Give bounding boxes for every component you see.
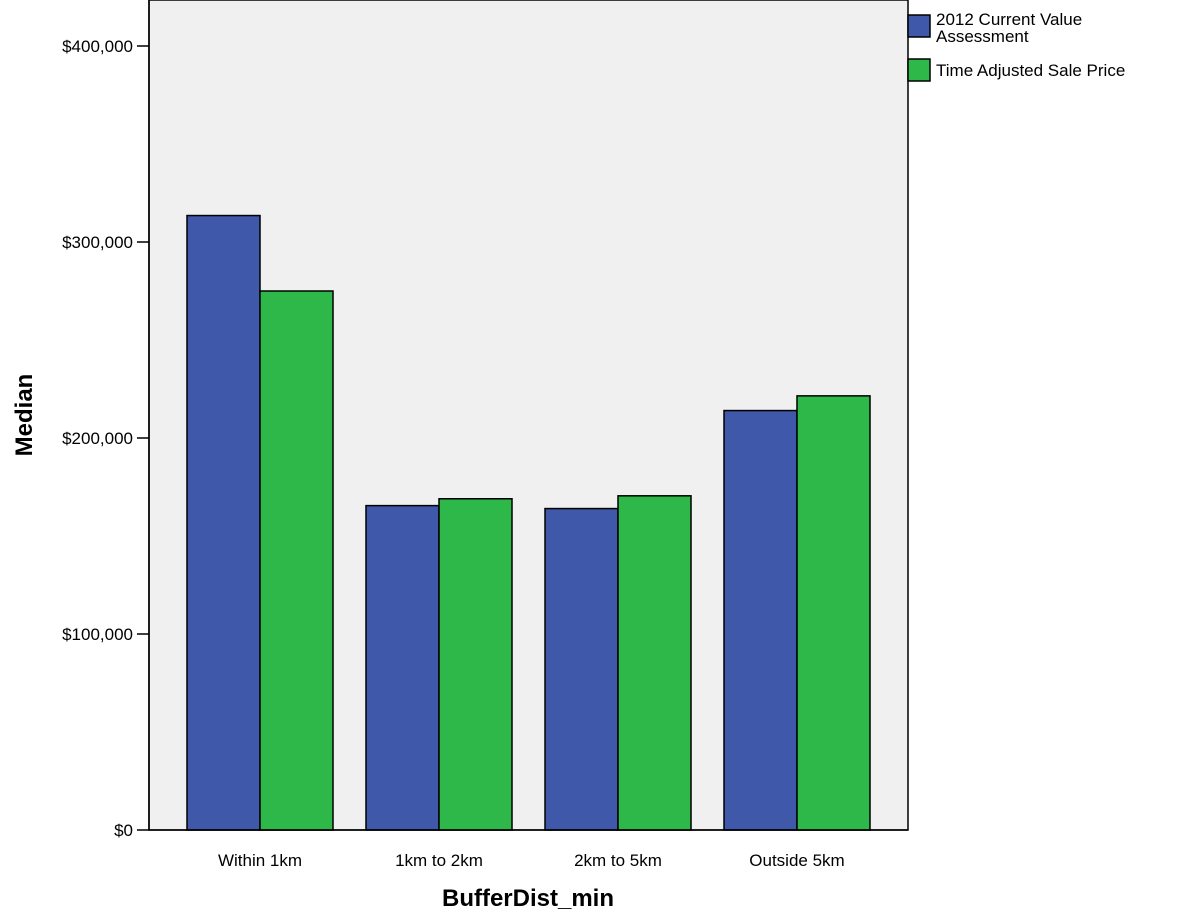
legend-label-2: Time Adjusted Sale Price [936,61,1125,80]
y-tick-label: $400,000 [62,37,133,56]
x-axis: Within 1km 1km to 2km 2km to 5km Outside 5k… [149,829,908,870]
legend-label-line: 2012 Current Value [936,10,1082,29]
bar-sale-price-2 [438,498,513,831]
y-axis: $0 $100,000 $200,000 $300,000 $400,000 [62,0,150,840]
bar-assessment-3 [544,507,619,831]
y-tick-label: $300,000 [62,233,133,252]
y-tick-label: $200,000 [62,429,133,448]
legend: 2012 Current Value Assessment Time Adjuste… [907,10,1125,82]
bar-sale-price-3 [617,495,692,831]
y-tick-label: $0 [114,821,133,840]
y-axis-title: Median [11,374,38,457]
bar-assessment-4 [723,409,798,831]
legend-label-line: Time Adjusted Sale Price [936,61,1125,80]
bar-assessment-2 [365,504,440,831]
x-tick-label: Within 1km [218,851,302,870]
bar-sale-price-4 [796,395,871,831]
x-tick-label: 1km to 2km [395,851,483,870]
x-tick-label: 2km to 5km [574,851,662,870]
x-tick-label: Outside 5km [749,851,844,870]
x-axis-title: BufferDist_min [442,885,614,912]
y-tick-label: $100,000 [62,625,133,644]
legend-swatch-2 [907,58,931,82]
legend-swatch-1 [907,14,931,38]
legend-label-line: Assessment [936,27,1029,46]
bar-sale-price-1 [259,290,334,831]
bar-assessment-1 [186,214,261,831]
legend-label-1: 2012 Current Value Assessment [936,10,1082,46]
